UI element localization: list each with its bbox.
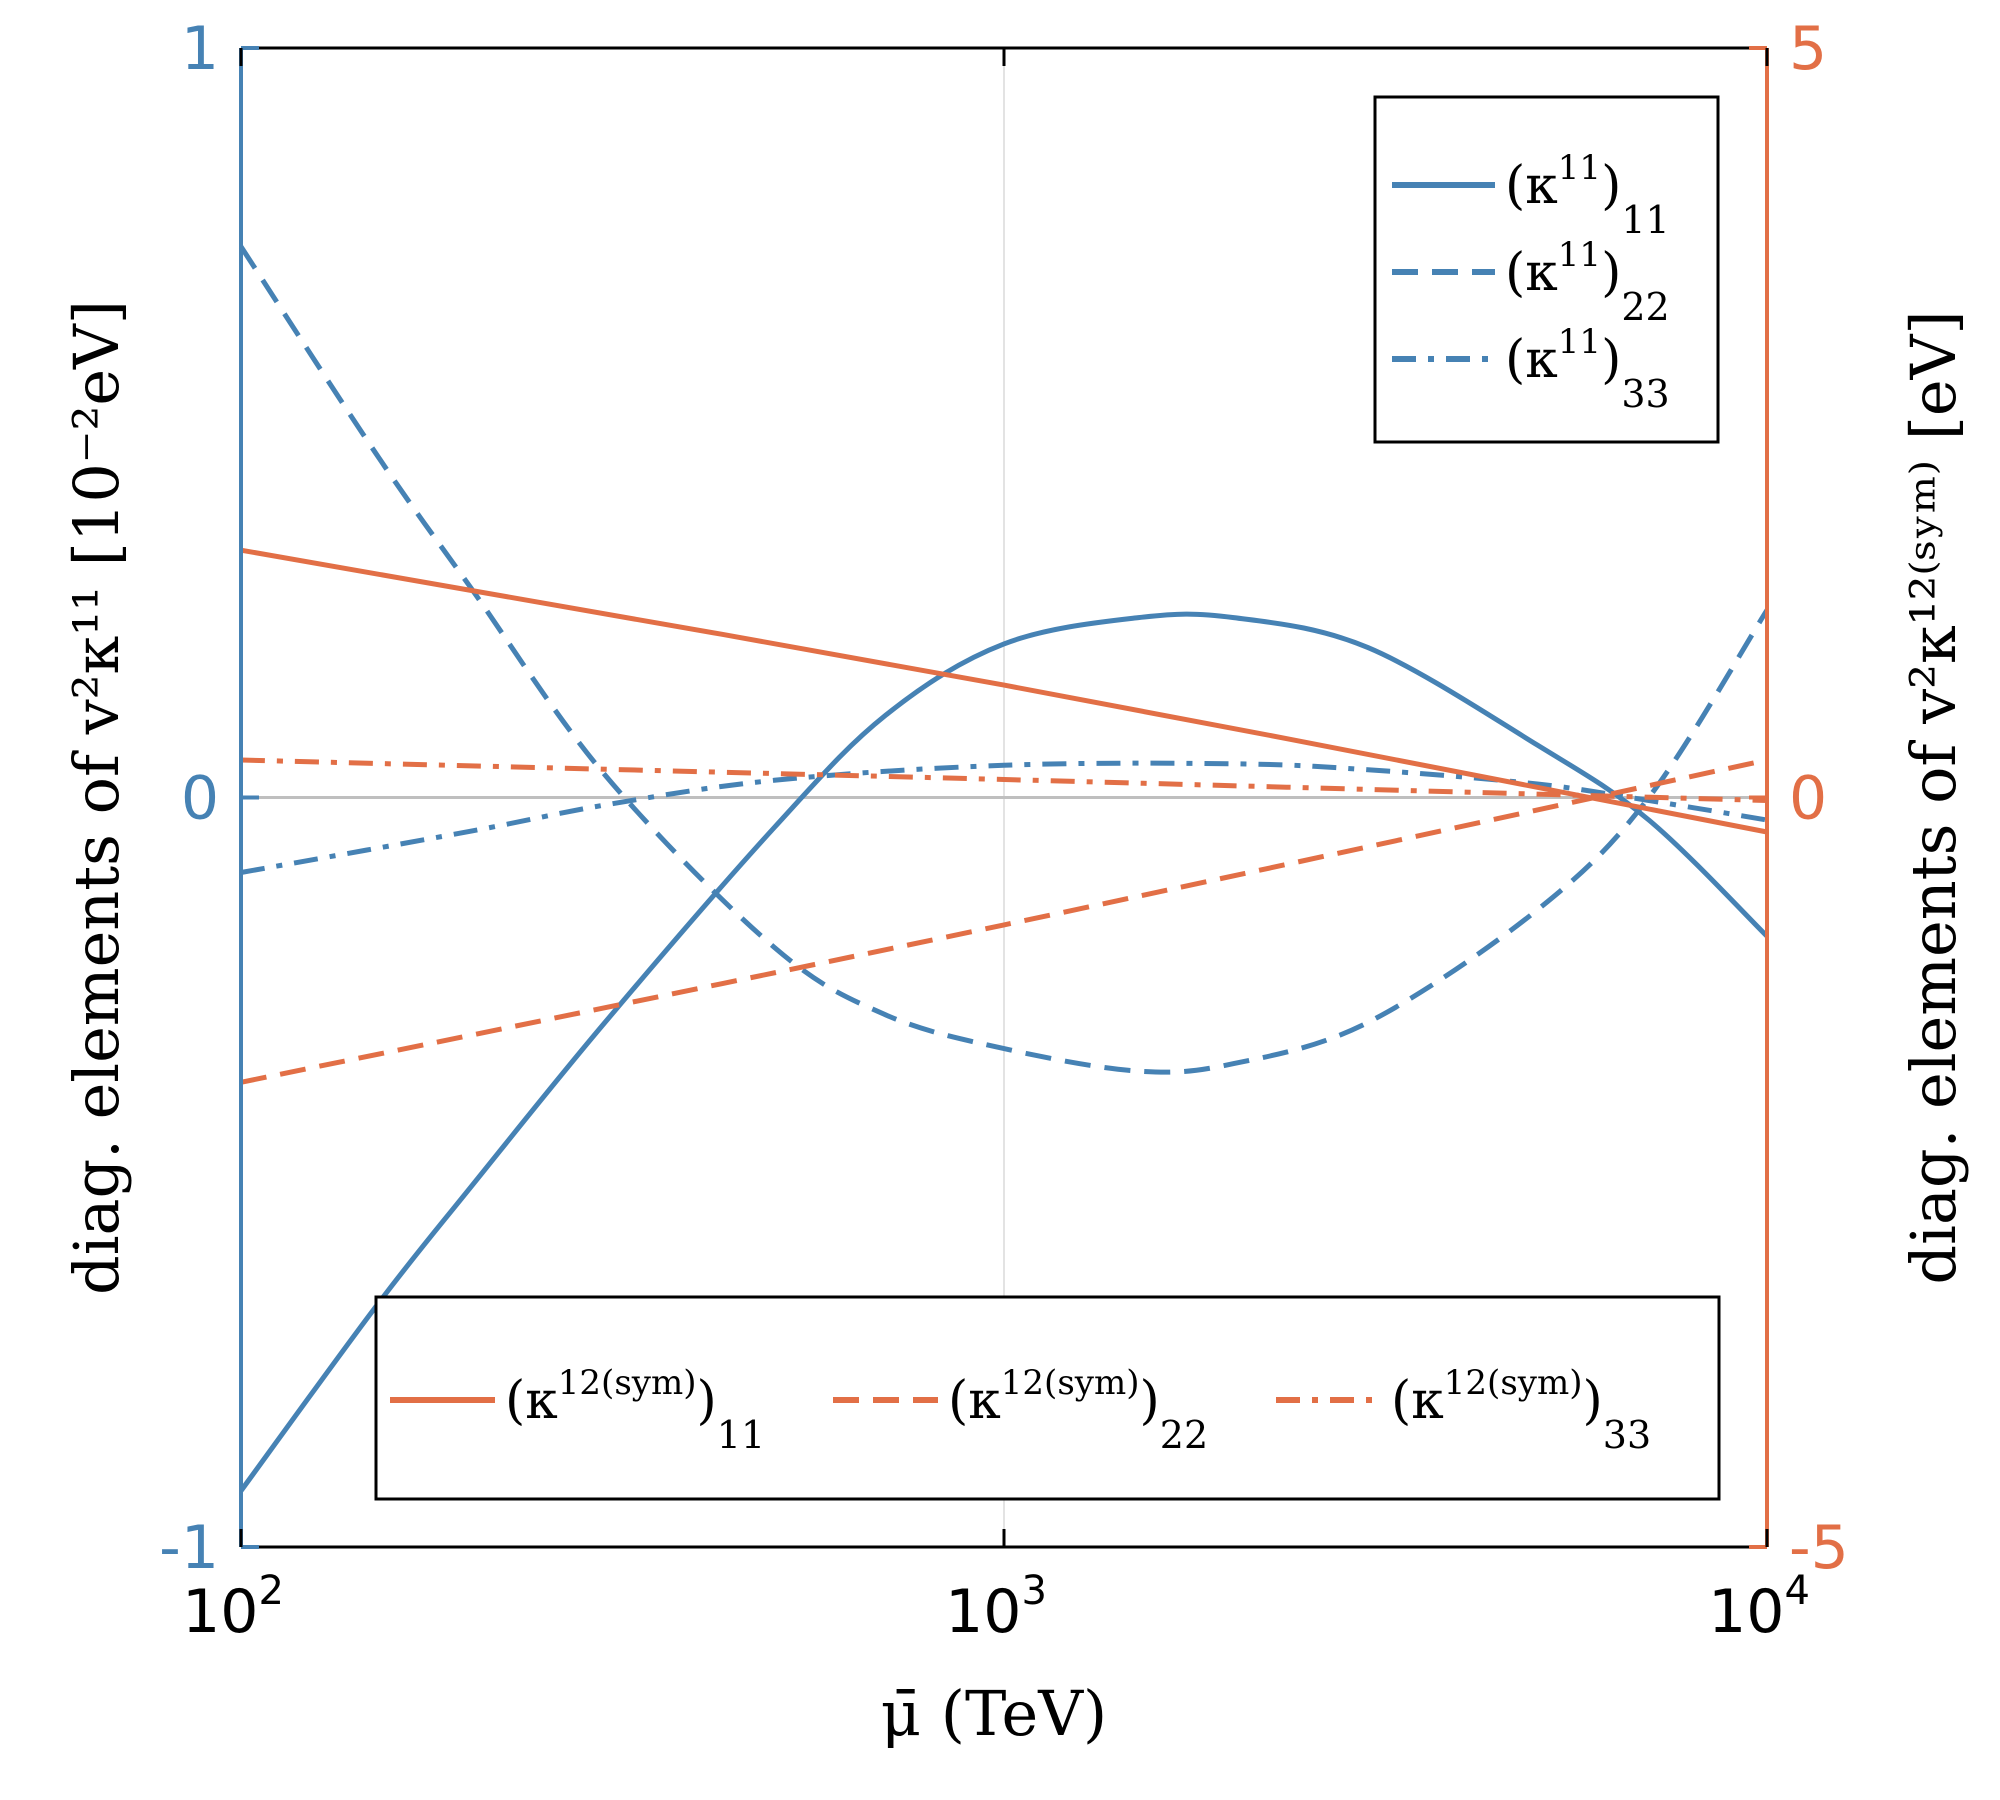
legend-entry: (κ11)22 [1505, 235, 1670, 329]
right-tick-label: 0 [1789, 764, 1827, 834]
axis-ticks: 1 0 -1 5 0 -5 102 103 104 [159, 14, 1849, 1647]
series-line-left-dashdot [240, 760, 1768, 875]
right-tick-label: -5 [1789, 1513, 1849, 1583]
legend-entry: (κ11)11 [1505, 148, 1670, 242]
axis-labels: μ̄ (TeV) diag. elements of v²κ¹¹ [10⁻²eV]… [60, 300, 1970, 1750]
legend-entry: (κ11)33 [1505, 322, 1670, 416]
right-y-axis-label: diag. elements of v²κ¹²⁽ˢʸᵐ⁾ [eV] [1897, 310, 1970, 1284]
x-tick-label: 102 [182, 1568, 284, 1647]
legend-entry: (κ12(sym))22 [948, 1363, 1208, 1457]
legend-entry: (κ12(sym))11 [505, 1363, 765, 1457]
legends: (κ11)11(κ11)22(κ11)33(κ12(sym))11(κ12(sy… [374, 95, 1721, 1501]
x-tick-label: 103 [945, 1568, 1047, 1647]
legend-box [374, 1295, 1721, 1501]
x-tick-label: 104 [1708, 1568, 1810, 1647]
legend-top-right: (κ11)11(κ11)22(κ11)33 [1373, 95, 1720, 444]
right-tick-label: 5 [1789, 14, 1827, 84]
series-lines [238, 245, 1770, 1493]
x-axis-label: μ̄ (TeV) [881, 1677, 1107, 1750]
legend-entry: (κ12(sym))33 [1391, 1363, 1651, 1457]
left-tick-label: 1 [181, 14, 219, 84]
legend-bottom: (κ12(sym))11 (κ12(sym))22 (κ12(sym))33 [374, 1295, 1721, 1501]
left-y-axis-label: diag. elements of v²κ¹¹ [10⁻²eV] [60, 300, 133, 1295]
series-line-right-dashed [240, 757, 1768, 1085]
series-line-right-dashdot [240, 757, 1768, 803]
left-tick-label: 0 [181, 764, 219, 834]
left-tick-label: -1 [159, 1513, 219, 1583]
series-line-left-solid [238, 611, 1769, 1493]
